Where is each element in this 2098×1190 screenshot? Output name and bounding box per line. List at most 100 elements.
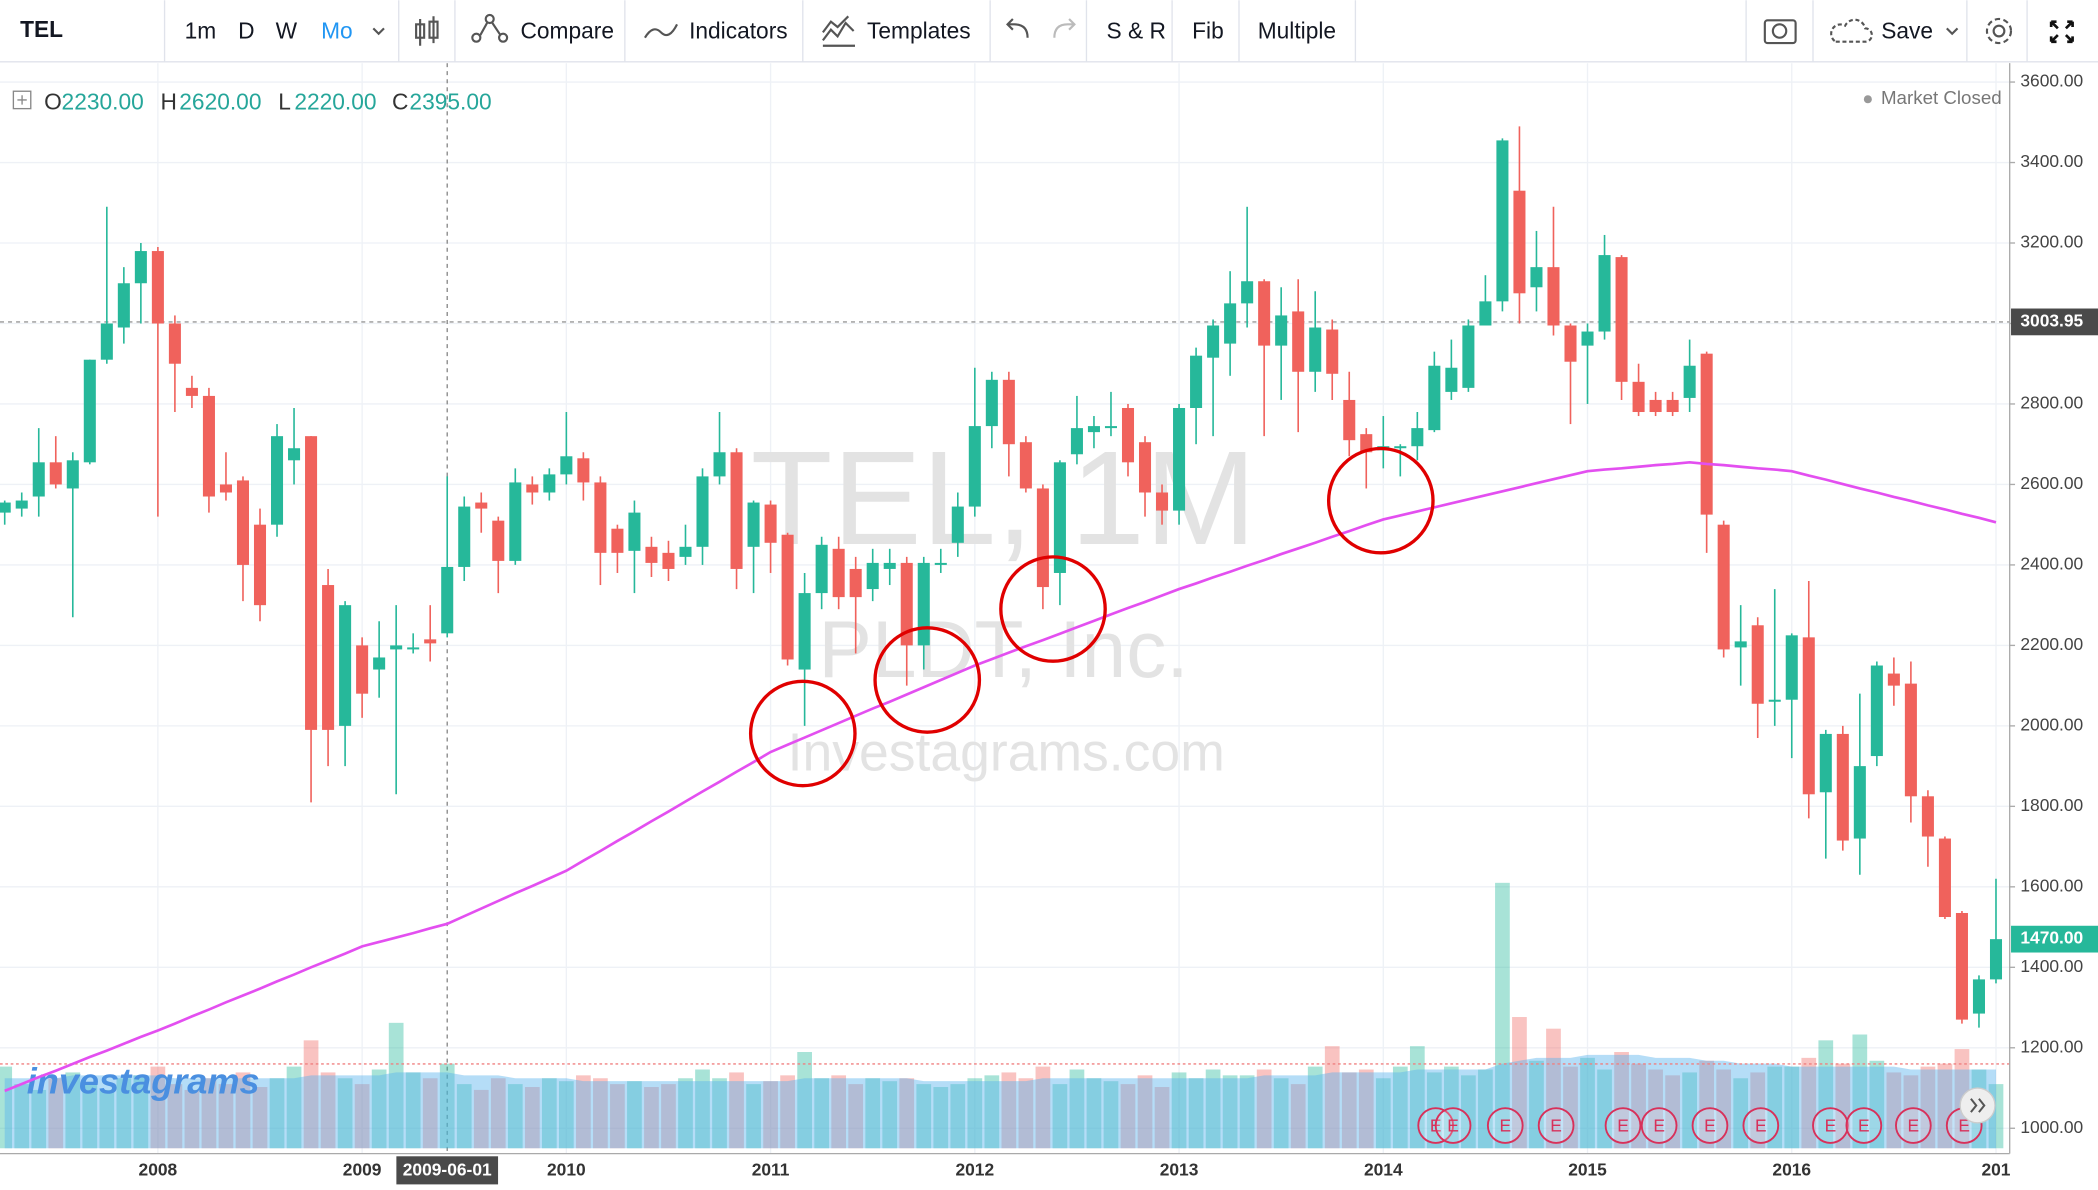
candle-body [1394,446,1407,449]
ohlc-legend: O 2230.00 H 2620.00 L 2220.00 C 2395.00 … [12,87,2002,114]
volume-bar [167,1084,183,1149]
indicators[interactable]: Indicators [689,17,788,43]
candle-body [1053,462,1066,573]
candle-body [1853,766,1866,839]
volume-bar [1069,1069,1085,1149]
earnings-circle [1486,1107,1524,1144]
volume-bar [235,1072,251,1149]
save[interactable]: Save [1881,17,1933,43]
interval[interactable]: 1m [185,17,217,43]
candle-body [1036,488,1049,588]
candle-body [934,562,947,565]
templates-icon[interactable] [822,15,855,47]
volume-bar [933,1087,949,1149]
screenshot-icon[interactable] [1763,19,1797,45]
symbol[interactable]: TEL [20,16,63,42]
support-resistance[interactable]: S & R [1107,17,1166,43]
volume-bar [1920,1066,1936,1149]
templates[interactable]: Templates [867,17,971,43]
earnings-circle [1434,1107,1472,1144]
interval[interactable]: D [238,17,254,43]
candle-body [1921,796,1934,837]
settings-icon[interactable] [1985,17,2013,45]
candle-body [492,520,505,561]
indicators-icon[interactable] [644,23,678,39]
collapse-icon[interactable] [12,90,32,110]
candle-body [441,566,454,634]
chevron[interactable] [372,27,385,36]
candle-body [815,544,828,594]
fib[interactable]: Fib [1192,17,1224,43]
volume-bar [524,1087,540,1149]
legend-key: C [392,88,408,114]
legend-value: 2220.00 [294,88,376,114]
interval[interactable]: W [276,17,298,43]
fullscreen-icon[interactable] [2049,20,2074,44]
legend-key: H [161,88,177,114]
volume-bar [1614,1052,1629,1149]
legend-key: O [44,88,62,114]
compare[interactable]: Compare [520,17,614,43]
candle-body [747,502,760,547]
volume-bar [848,1084,864,1149]
candle-body [917,562,930,646]
volume-bar [150,1066,166,1149]
multiple[interactable]: Multiple [1258,17,1336,43]
volume-bar [1035,1066,1051,1149]
candle-body [322,585,335,730]
y-tick-label: 1800.00 [2020,795,2083,815]
moving-average [4,460,1997,1093]
candle-body [253,524,267,606]
volume-bar [218,1084,234,1149]
candle-body [1479,301,1492,326]
last-price-box [2011,925,2098,953]
candle-body [1002,379,1015,445]
volume-bar [797,1052,812,1149]
candle-body [185,387,198,396]
earnings-label: E [1825,1115,1837,1135]
candle-body [1700,353,1713,515]
annotation-circle [999,555,1107,663]
crosshair-date: 2009-06-01 [403,1160,492,1180]
interval-active[interactable]: Mo [321,17,353,43]
volume-bar [576,1075,591,1149]
status-dot [1863,95,1872,104]
volume-bar [286,1066,302,1149]
candle-body [543,474,556,493]
candle-body [1632,381,1645,413]
legend-value: 2620.00 [179,88,261,114]
volume-bar [184,1089,200,1149]
candle-body [968,426,981,507]
volume-bar [1358,1069,1374,1149]
volume-bar [82,1084,98,1149]
chevron[interactable] [1946,27,1959,36]
logo: investagrams [27,1061,260,1102]
candle-body [1411,428,1424,447]
candle-body [66,460,79,489]
chart-style-icon[interactable] [415,16,439,46]
candle-body [1309,327,1322,372]
compare-icon[interactable] [471,13,509,43]
collapse-icon[interactable] [17,95,27,105]
redo[interactable] [1053,18,1076,38]
scroll-icon[interactable] [1970,1098,1986,1113]
candle-body [1836,733,1849,841]
y-tick-label: 1000.00 [2020,1117,2083,1137]
crosshair-date-box [396,1156,499,1185]
x-tick-label: 2016 [1772,1160,1811,1180]
candle-body [594,482,607,553]
scroll-button[interactable] [1959,1087,1996,1124]
candle-body [883,562,896,569]
candle-body [679,546,692,557]
candle-body [611,528,624,553]
volume-bar [916,1084,932,1149]
market-status: Market Closed [1881,87,2002,108]
volume-bar [831,1075,847,1149]
volume-bar [405,1072,421,1149]
earnings-label: E [1858,1115,1870,1135]
candle-body [662,552,675,569]
candle-body [628,512,641,551]
candle-body [985,379,998,427]
undo[interactable] [1006,18,1029,38]
